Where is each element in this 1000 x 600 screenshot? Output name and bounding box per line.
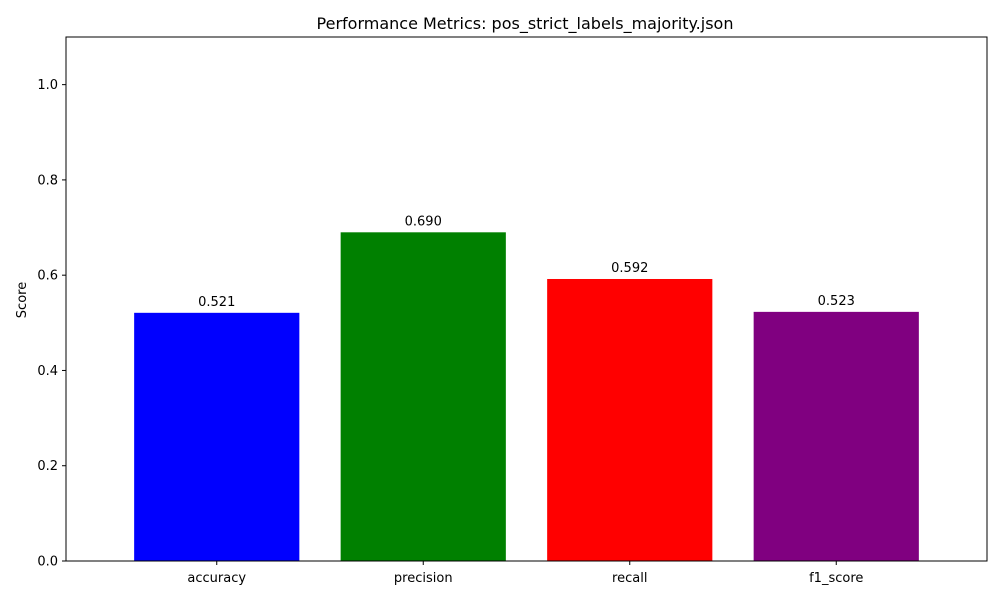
- bar-recall: [547, 278, 713, 561]
- y-tick-label: 0.0: [37, 555, 58, 570]
- y-tick-label: 0.4: [37, 364, 58, 379]
- value-label-precision: 0.690: [405, 214, 442, 229]
- x-tick-label-precision: precision: [394, 571, 453, 586]
- y-tick-label: 0.8: [37, 173, 58, 188]
- y-axis: 0.0 0.2 0.4 0.6 0.8 1.0: [37, 78, 66, 570]
- x-axis: accuracy precision recall f1_score: [187, 561, 863, 586]
- x-tick-label-recall: recall: [612, 571, 647, 586]
- value-label-accuracy: 0.521: [198, 295, 235, 310]
- chart-title: Performance Metrics: pos_strict_labels_m…: [317, 14, 734, 34]
- value-label-f1_score: 0.523: [818, 294, 855, 309]
- x-tick-label-accuracy: accuracy: [187, 571, 246, 586]
- value-label-recall: 0.592: [611, 261, 648, 276]
- bar-precision: [340, 232, 506, 562]
- bar-accuracy: [134, 312, 300, 561]
- x-tick-label-f1_score: f1_score: [809, 571, 863, 586]
- plot-frame: [65, 36, 988, 562]
- y-tick-label: 0.2: [37, 459, 58, 474]
- bar-f1_score: [753, 311, 919, 561]
- y-axis-label: Score: [15, 282, 30, 318]
- bars-group: [134, 232, 919, 562]
- value-labels-group: 0.521 0.690 0.592 0.523: [198, 214, 855, 310]
- y-tick-label: 1.0: [37, 78, 58, 93]
- y-tick-label: 0.6: [37, 269, 58, 284]
